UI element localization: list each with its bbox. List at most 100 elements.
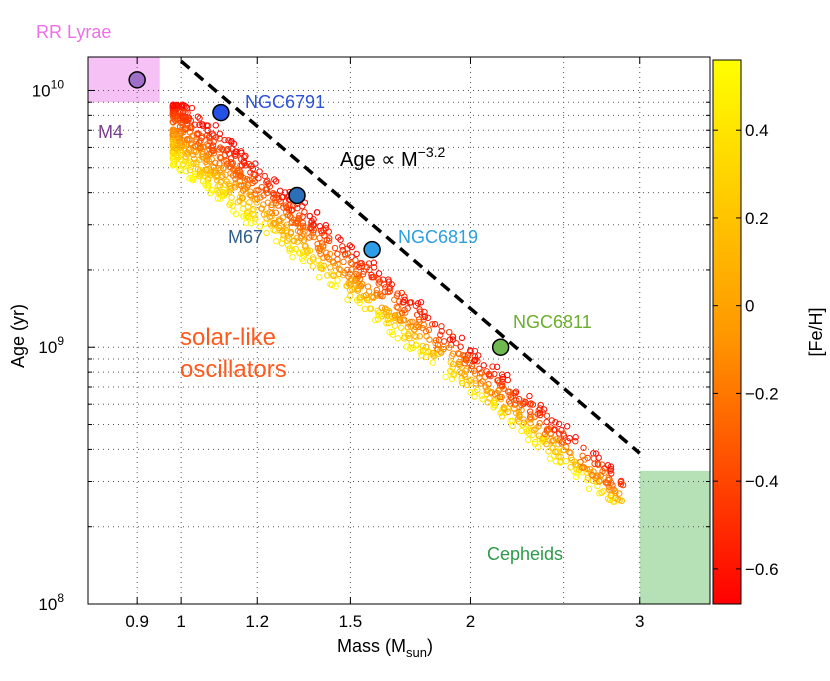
model-point bbox=[213, 176, 221, 184]
model-point bbox=[449, 336, 457, 343]
model-point bbox=[275, 216, 283, 223]
model-point bbox=[456, 362, 464, 369]
model-point bbox=[314, 240, 321, 248]
model-point bbox=[286, 213, 294, 220]
model-point bbox=[181, 115, 188, 123]
model-point bbox=[203, 160, 211, 168]
model-point bbox=[610, 486, 617, 493]
model-point bbox=[356, 294, 363, 301]
model-point bbox=[552, 448, 559, 456]
colorbar bbox=[712, 59, 742, 605]
model-point bbox=[407, 299, 415, 306]
model-point bbox=[599, 467, 606, 475]
model-point bbox=[497, 409, 504, 417]
model-point bbox=[479, 378, 486, 385]
model-point bbox=[572, 434, 579, 441]
model-point bbox=[375, 311, 382, 318]
model-point bbox=[231, 152, 239, 159]
model-point bbox=[246, 199, 253, 206]
model-point bbox=[316, 264, 324, 271]
model-point bbox=[385, 307, 393, 315]
model-point bbox=[593, 478, 601, 486]
model-point bbox=[402, 309, 409, 316]
model-point bbox=[394, 335, 402, 342]
model-point bbox=[573, 461, 580, 469]
model-point bbox=[205, 174, 212, 181]
model-point bbox=[188, 174, 195, 182]
model-point bbox=[212, 134, 220, 141]
model-point bbox=[261, 172, 268, 180]
model-point bbox=[580, 464, 587, 471]
model-point bbox=[299, 249, 307, 256]
model-point bbox=[323, 249, 330, 256]
model-point bbox=[224, 145, 232, 153]
model-point bbox=[373, 290, 380, 297]
model-point bbox=[328, 271, 335, 278]
model-point bbox=[513, 397, 520, 404]
model-point bbox=[169, 102, 177, 110]
model-point bbox=[197, 171, 205, 178]
model-point bbox=[313, 209, 321, 216]
model-point bbox=[385, 285, 393, 292]
model-point bbox=[486, 395, 493, 402]
model-point bbox=[214, 183, 221, 190]
model-point bbox=[196, 121, 203, 129]
model-point bbox=[202, 153, 210, 160]
model-point bbox=[604, 462, 612, 469]
model-point bbox=[498, 413, 506, 420]
model-point bbox=[189, 176, 196, 183]
model-point bbox=[526, 392, 533, 400]
model-point bbox=[440, 338, 448, 345]
cepheids-label: Cepheids bbox=[487, 544, 563, 564]
model-point bbox=[412, 333, 420, 341]
model-point bbox=[611, 498, 619, 505]
model-point bbox=[239, 194, 246, 202]
model-point bbox=[475, 352, 482, 359]
model-point bbox=[612, 494, 619, 502]
colorbar-tick-label-0: 0.4 bbox=[745, 121, 769, 140]
model-point bbox=[429, 321, 436, 328]
model-point bbox=[228, 139, 235, 146]
model-point bbox=[359, 270, 367, 278]
colorbar-tick-label-2: 0 bbox=[745, 297, 754, 316]
model-point bbox=[607, 463, 615, 470]
x-tick-label-3: 1.5 bbox=[339, 612, 363, 631]
model-point bbox=[552, 419, 559, 426]
model-point bbox=[577, 458, 584, 466]
model-point bbox=[549, 437, 556, 444]
model-point bbox=[424, 314, 432, 321]
model-point bbox=[273, 238, 280, 245]
model-point bbox=[499, 382, 506, 389]
model-point bbox=[372, 316, 379, 324]
model-point bbox=[362, 292, 370, 299]
model-point bbox=[490, 401, 497, 409]
model-point bbox=[286, 247, 293, 254]
model-point bbox=[405, 331, 412, 338]
model-point bbox=[463, 381, 471, 389]
model-point bbox=[608, 470, 615, 477]
model-point bbox=[421, 313, 429, 320]
model-point bbox=[327, 281, 334, 288]
model-point bbox=[186, 137, 193, 144]
model-point bbox=[421, 308, 428, 316]
model-point bbox=[535, 443, 542, 451]
y-tick-label-2: 1010 bbox=[32, 77, 65, 100]
model-point bbox=[537, 401, 544, 409]
model-point bbox=[283, 221, 291, 228]
model-point bbox=[480, 362, 487, 369]
model-point bbox=[234, 173, 242, 180]
model-point bbox=[457, 343, 464, 350]
model-point bbox=[344, 266, 351, 274]
model-point bbox=[216, 189, 223, 196]
model-point bbox=[394, 315, 401, 322]
cluster-label-m67: M67 bbox=[228, 227, 263, 247]
model-point bbox=[261, 220, 269, 227]
model-point bbox=[212, 159, 219, 167]
model-point bbox=[199, 151, 206, 158]
model-point bbox=[493, 363, 501, 371]
model-point bbox=[179, 124, 186, 131]
model-point bbox=[456, 350, 463, 358]
model-point bbox=[249, 207, 256, 214]
model-point bbox=[280, 204, 287, 211]
model-point bbox=[361, 305, 369, 313]
